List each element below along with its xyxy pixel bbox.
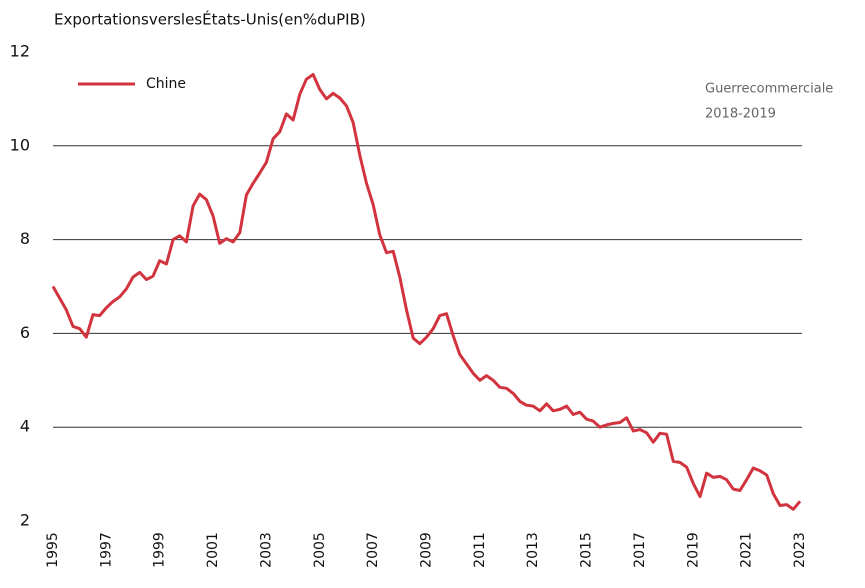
y-tick-label: 12 [10,42,30,61]
y-tick-label: 10 [10,135,30,154]
x-tick-label: 2007 [365,532,381,568]
y-tick-label: 6 [20,323,30,342]
y-tick-label: 2 [20,511,30,530]
x-tick-label: 2009 [419,532,435,568]
y-tick-label: 4 [20,417,30,436]
x-tick-label: 2011 [472,532,488,568]
x-tick-label: 2005 [312,532,328,568]
x-tick-label: 2017 [632,532,648,568]
x-tick-label: 2015 [579,532,595,568]
x-tick-label: 2001 [205,532,221,568]
x-tick-label: 2021 [739,532,755,568]
x-tick-label: 1995 [45,532,61,568]
chart-title: ExportationsverslesÉtats-Unis(en%duPIB) [54,10,366,29]
annotation: Guerrecommerciale [705,82,833,97]
y-tick-label: 8 [20,229,30,248]
x-tick-label: 2019 [685,532,701,568]
x-tick-label: 2013 [525,532,541,568]
x-tick-label: 2023 [792,532,808,568]
annotation: 2018-2019 [705,107,776,122]
x-tick-label: 1999 [152,532,168,568]
data-line [51,73,802,511]
legend-label: Chine [146,76,186,92]
x-tick-label: 2003 [258,532,274,568]
x-tick-label: 1997 [98,532,114,568]
